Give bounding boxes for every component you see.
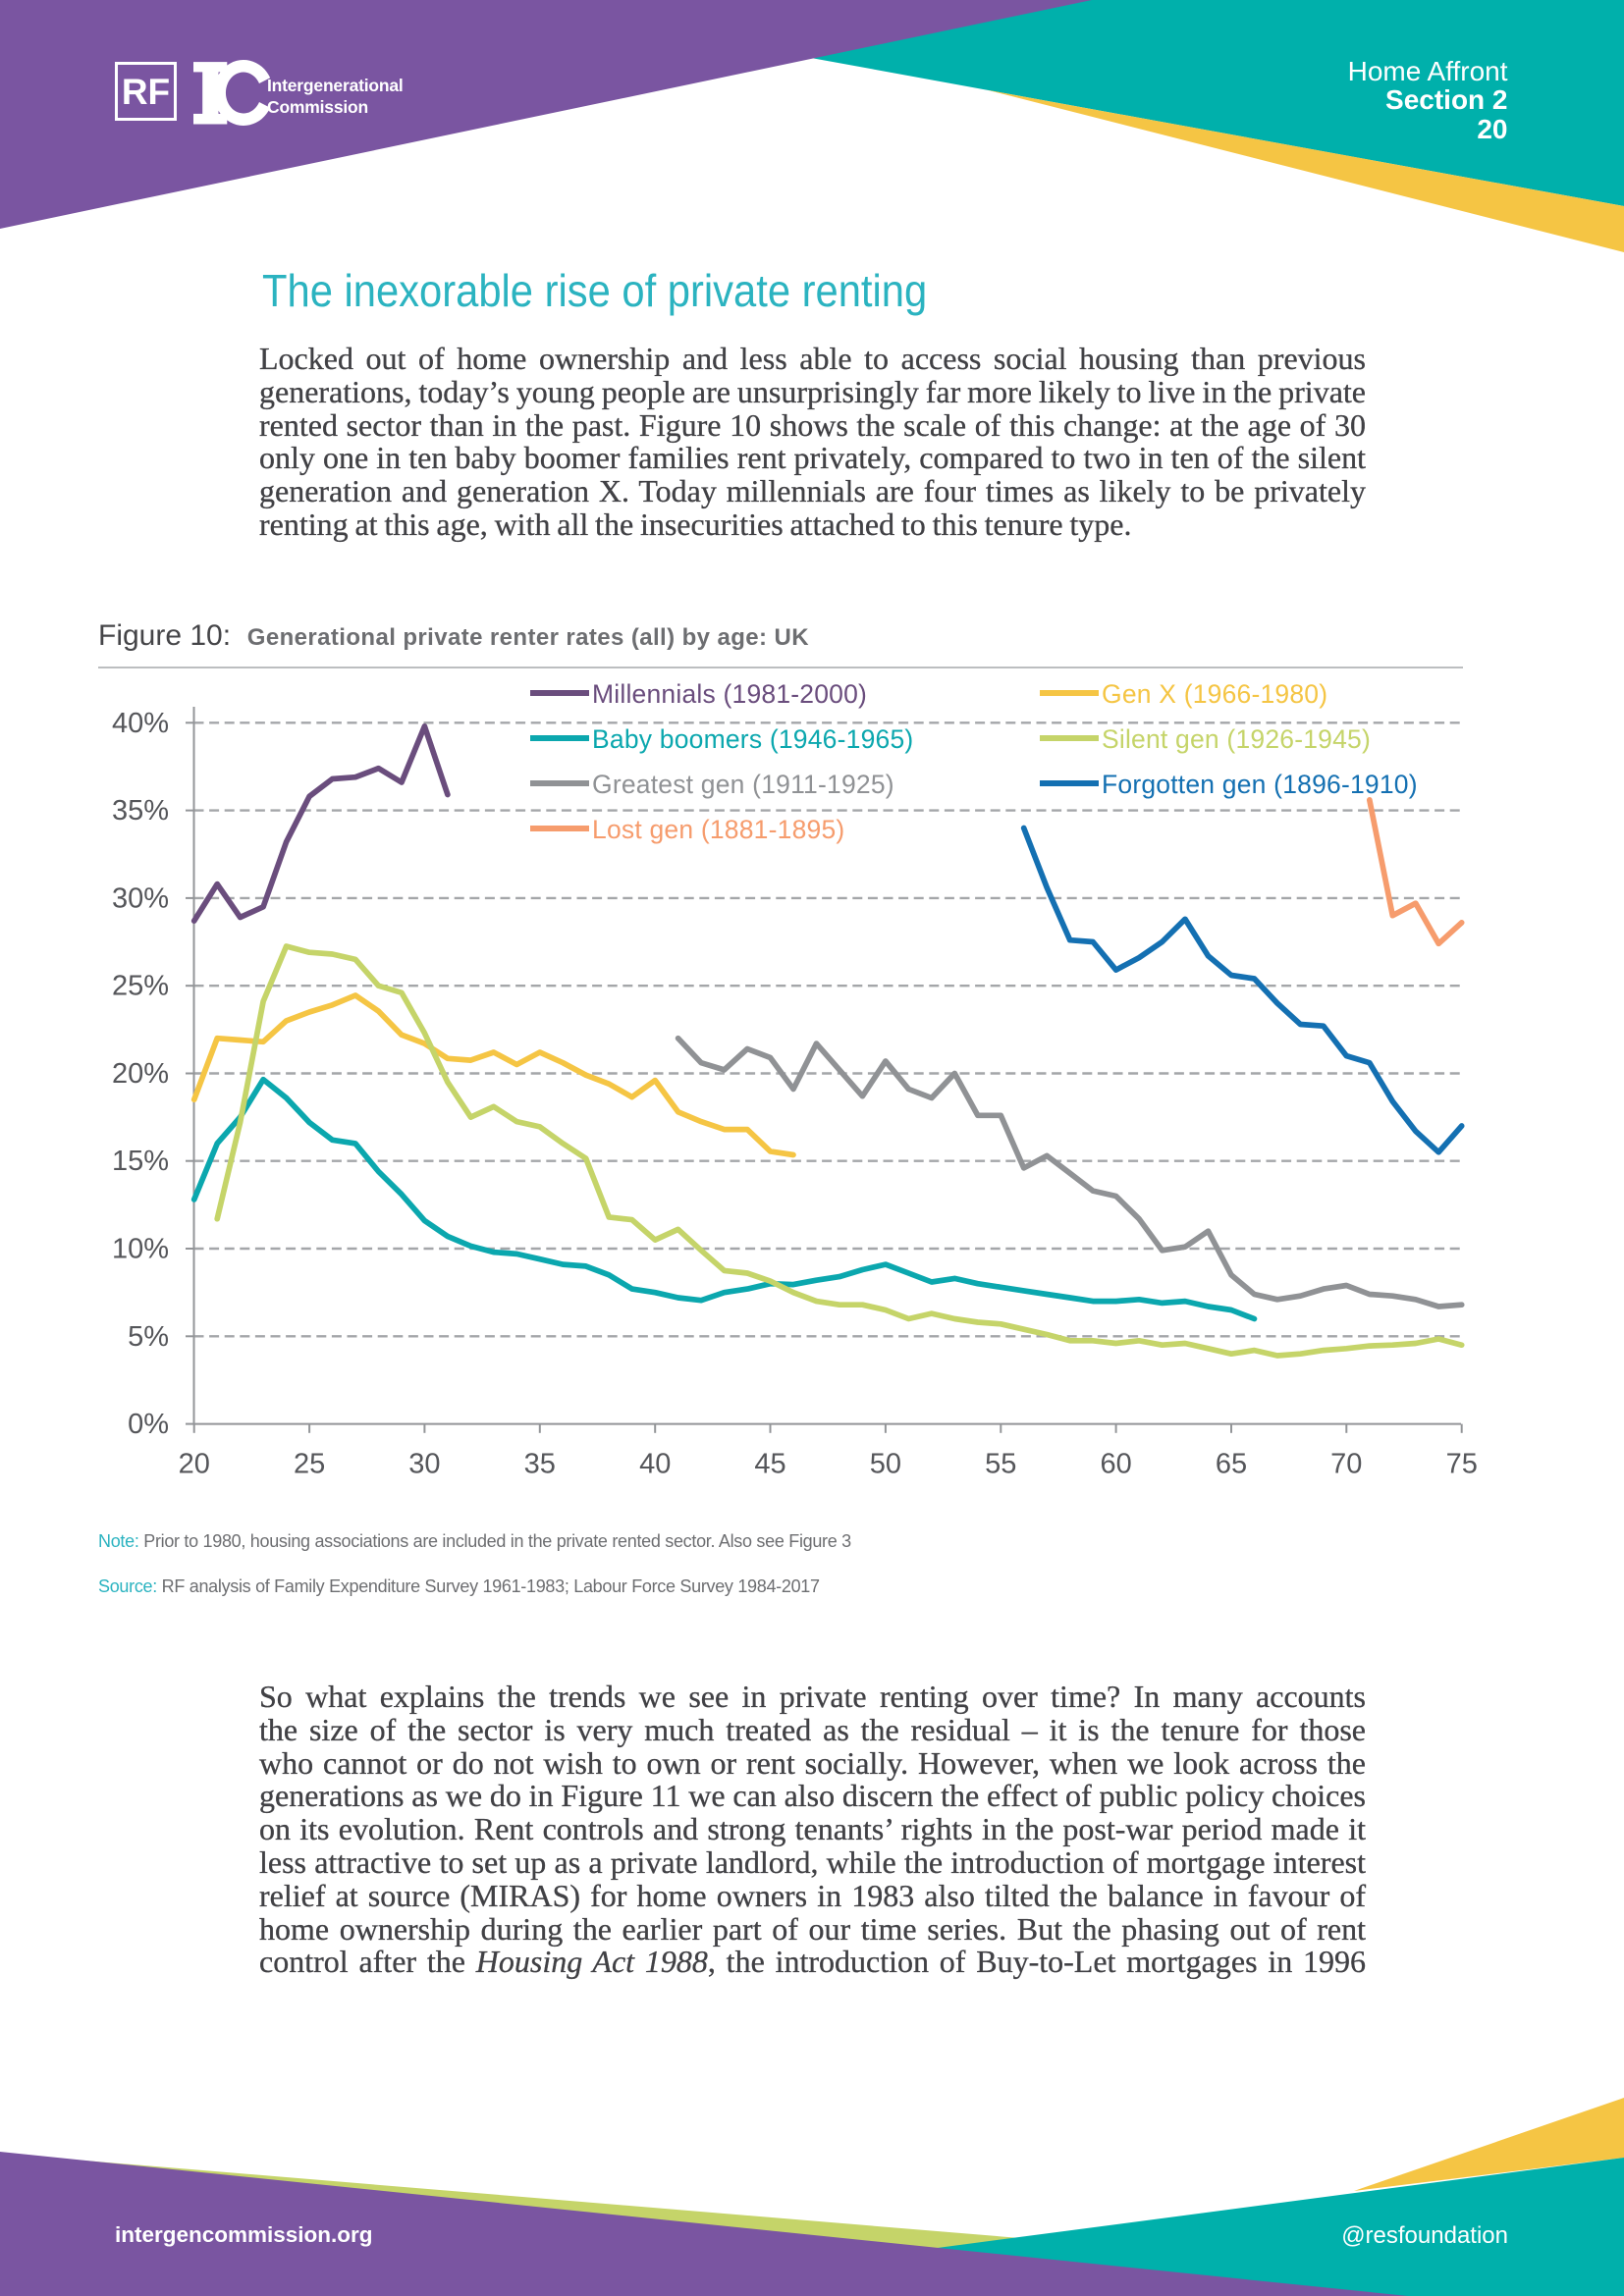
- svg-text:30: 30: [408, 1449, 440, 1480]
- svg-text:35: 35: [524, 1449, 556, 1480]
- svg-text:25%: 25%: [112, 971, 169, 1002]
- svg-text:15%: 15%: [112, 1146, 169, 1177]
- svg-text:45: 45: [754, 1449, 785, 1480]
- svg-text:25: 25: [294, 1449, 325, 1480]
- svg-text:0%: 0%: [128, 1409, 169, 1440]
- svg-text:20: 20: [179, 1449, 210, 1480]
- svg-text:20%: 20%: [112, 1058, 169, 1090]
- svg-text:65: 65: [1216, 1449, 1247, 1480]
- svg-text:60: 60: [1100, 1449, 1131, 1480]
- svg-text:70: 70: [1330, 1449, 1362, 1480]
- svg-text:75: 75: [1446, 1449, 1478, 1480]
- svg-text:35%: 35%: [112, 795, 169, 827]
- svg-text:30%: 30%: [112, 882, 169, 914]
- svg-text:40: 40: [639, 1449, 671, 1480]
- svg-text:5%: 5%: [128, 1321, 169, 1353]
- svg-text:50: 50: [870, 1449, 901, 1480]
- svg-text:10%: 10%: [112, 1234, 169, 1265]
- svg-text:40%: 40%: [112, 708, 169, 739]
- svg-text:55: 55: [985, 1449, 1016, 1480]
